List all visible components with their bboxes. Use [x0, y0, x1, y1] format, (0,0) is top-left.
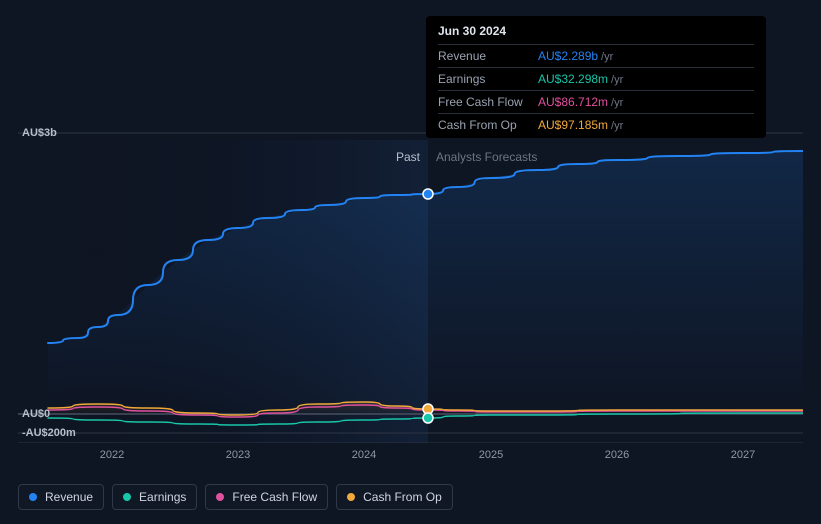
section-label-past: Past: [396, 150, 420, 164]
tooltip-suffix: /yr: [601, 51, 613, 63]
legend-dot-icon: [29, 493, 37, 501]
tooltip-date: Jun 30 2024: [438, 24, 754, 44]
tooltip-row: Cash From OpAU$97.185m/yr: [438, 113, 754, 136]
tooltip-row: Free Cash FlowAU$86.712m/yr: [438, 90, 754, 113]
section-label-forecast: Analysts Forecasts: [436, 150, 537, 164]
legend-label: Cash From Op: [363, 490, 442, 504]
legend-label: Free Cash Flow: [232, 490, 317, 504]
chart-tooltip: Jun 30 2024 RevenueAU$2.289b/yrEarningsA…: [426, 16, 766, 138]
tooltip-key: Earnings: [438, 72, 538, 86]
tooltip-value: AU$32.298m: [538, 72, 608, 86]
legend-dot-icon: [123, 493, 131, 501]
tooltip-suffix: /yr: [611, 74, 623, 86]
x-axis-tick: 2027: [731, 449, 755, 461]
x-axis-tick: 2023: [226, 449, 250, 461]
tooltip-suffix: /yr: [611, 120, 623, 132]
legend-item-cfo[interactable]: Cash From Op: [336, 484, 453, 510]
tooltip-key: Revenue: [438, 49, 538, 63]
y-axis-tick: -AU$200m: [22, 427, 76, 439]
x-axis-tick: 2022: [100, 449, 124, 461]
tooltip-key: Cash From Op: [438, 118, 538, 132]
y-axis-tick: AU$0: [22, 408, 50, 420]
legend-item-earnings[interactable]: Earnings: [112, 484, 197, 510]
tooltip-row: EarningsAU$32.298m/yr: [438, 67, 754, 90]
tooltip-suffix: /yr: [611, 97, 623, 109]
tooltip-row: RevenueAU$2.289b/yr: [438, 44, 754, 67]
legend-dot-icon: [216, 493, 224, 501]
chart-legend: Revenue Earnings Free Cash Flow Cash From O…: [18, 484, 453, 510]
x-axis-tick: 2026: [605, 449, 629, 461]
tooltip-key: Free Cash Flow: [438, 95, 538, 109]
legend-item-revenue[interactable]: Revenue: [18, 484, 104, 510]
legend-label: Revenue: [45, 490, 93, 504]
tooltip-value: AU$2.289b: [538, 49, 598, 63]
x-axis-tick: 2024: [352, 449, 376, 461]
tooltip-value: AU$86.712m: [538, 95, 608, 109]
x-axis-tick: 2025: [479, 449, 503, 461]
tooltip-value: AU$97.185m: [538, 118, 608, 132]
legend-item-fcf[interactable]: Free Cash Flow: [205, 484, 328, 510]
legend-label: Earnings: [139, 490, 186, 504]
legend-dot-icon: [347, 493, 355, 501]
y-axis-tick: AU$3b: [22, 127, 57, 139]
